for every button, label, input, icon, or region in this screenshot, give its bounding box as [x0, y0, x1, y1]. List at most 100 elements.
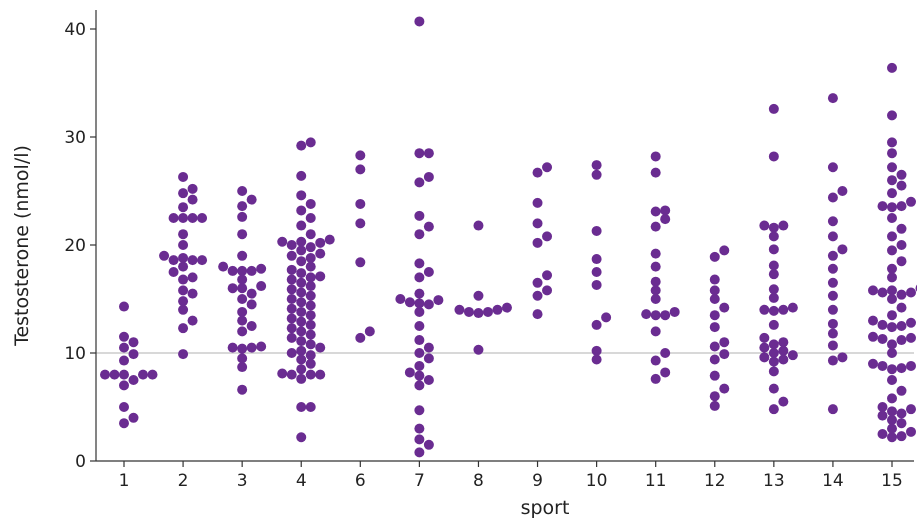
point-sport-15-8	[896, 408, 907, 419]
y-axis-title: Testosterone (nmol/l)	[11, 145, 33, 347]
point-sport-1-3	[119, 380, 129, 391]
point-sport-8-3	[463, 306, 474, 317]
x-tick-label-7: 7	[414, 471, 425, 491]
point-sport-13-29	[768, 103, 779, 114]
point-sport-2-20	[168, 213, 179, 223]
point-sport-15-53	[896, 180, 907, 191]
point-sport-4-7	[277, 368, 288, 379]
y-tick-label-20: 20	[64, 236, 86, 256]
point-sport-4-27	[305, 300, 316, 311]
point-sport-1-1	[128, 412, 139, 423]
point-sport-4-56	[305, 198, 316, 209]
point-sport-4-53	[296, 220, 307, 231]
point-sport-7-31	[423, 148, 434, 159]
point-sport-12-3	[709, 370, 720, 381]
point-sport-4-46	[305, 242, 316, 253]
point-sport-14-2	[837, 352, 848, 363]
point-sport-10-2	[591, 319, 602, 330]
point-sport-3-6	[256, 341, 267, 352]
point-sport-3-2	[237, 353, 248, 364]
point-sport-2-3	[178, 304, 189, 315]
point-sport-13-23	[768, 244, 779, 255]
point-sport-7-9	[414, 360, 425, 371]
point-sport-7-30	[414, 148, 425, 159]
point-sport-2-21	[197, 213, 208, 223]
x-tick-label-10: 10	[586, 471, 608, 491]
point-sport-2-14	[178, 252, 189, 263]
point-sport-7-25	[414, 229, 425, 240]
point-sport-7-0	[414, 447, 425, 458]
point-sport-15-31	[887, 310, 897, 321]
point-sport-13-10	[759, 342, 770, 353]
point-sport-9-10	[542, 162, 553, 173]
point-sport-4-51	[324, 234, 335, 245]
point-sport-12-5	[719, 349, 730, 360]
point-sport-8-7	[473, 290, 484, 301]
point-sport-2-1	[178, 323, 189, 334]
point-sport-15-54	[887, 175, 897, 186]
point-sport-9-4	[542, 270, 553, 281]
point-sport-15-46	[896, 223, 907, 234]
point-sport-13-20	[768, 284, 779, 295]
point-sport-4-49	[296, 236, 307, 247]
point-sport-15-1	[896, 431, 907, 442]
point-sport-4-36	[305, 272, 316, 283]
point-sport-7-4	[414, 405, 425, 416]
point-sport-8-4	[492, 304, 503, 315]
point-sport-4-45	[296, 245, 307, 256]
point-sport-13-11	[768, 339, 779, 350]
point-sport-13-18	[787, 302, 798, 313]
x-tick-label-8: 8	[473, 471, 484, 491]
x-tick-label-3: 3	[237, 471, 248, 491]
point-sport-11-12	[650, 261, 661, 272]
point-sport-12-1	[709, 391, 720, 402]
point-sport-1-9	[147, 369, 158, 380]
point-sport-6-3	[355, 218, 366, 229]
point-sport-9-9	[532, 167, 543, 178]
point-sport-15-6	[887, 414, 897, 425]
point-sport-10-0	[591, 354, 602, 365]
point-sport-4-54	[305, 213, 316, 223]
point-sport-11-19	[650, 151, 661, 162]
point-sport-1-8	[100, 369, 110, 380]
point-sport-4-50	[277, 236, 288, 247]
point-sport-9-3	[532, 277, 543, 288]
point-sport-3-26	[237, 201, 248, 212]
point-sport-13-1	[778, 396, 789, 407]
point-sport-11-1	[660, 367, 671, 378]
point-sport-7-21	[414, 288, 425, 299]
point-sport-3-0	[237, 384, 248, 395]
point-sport-4-42	[305, 252, 316, 263]
x-tick-label-9: 9	[532, 471, 543, 491]
point-sport-12-8	[709, 322, 720, 333]
point-sport-7-5	[414, 380, 425, 391]
point-sport-13-15	[768, 305, 779, 316]
point-sport-11-6	[660, 310, 671, 321]
point-sport-11-11	[650, 276, 661, 287]
point-sport-3-7	[237, 326, 248, 337]
point-sport-15-52	[887, 188, 897, 199]
point-sport-9-5	[532, 237, 543, 248]
point-sport-4-33	[305, 281, 316, 292]
point-sport-7-6	[423, 375, 434, 385]
point-sport-15-4	[887, 423, 897, 434]
point-sport-11-4	[650, 326, 661, 337]
point-sport-13-25	[768, 222, 779, 233]
point-sport-4-1	[296, 402, 307, 412]
x-tick-label-1: 1	[119, 471, 130, 491]
point-sport-15-47	[887, 213, 897, 223]
point-sport-10-1	[591, 345, 602, 356]
point-sport-7-8	[404, 367, 415, 378]
point-sport-9-0	[532, 309, 543, 320]
point-sport-2-0	[178, 349, 189, 360]
point-sport-7-27	[414, 210, 425, 221]
point-sport-15-30	[868, 315, 878, 326]
point-sport-12-2	[719, 383, 730, 394]
point-sport-15-36	[906, 287, 916, 298]
point-sport-4-34	[296, 277, 307, 288]
point-sport-7-13	[414, 335, 425, 346]
point-sport-4-20	[286, 323, 297, 334]
point-sport-11-18	[650, 167, 661, 178]
point-sport-10-3	[601, 312, 612, 323]
point-sport-4-15	[305, 339, 316, 350]
